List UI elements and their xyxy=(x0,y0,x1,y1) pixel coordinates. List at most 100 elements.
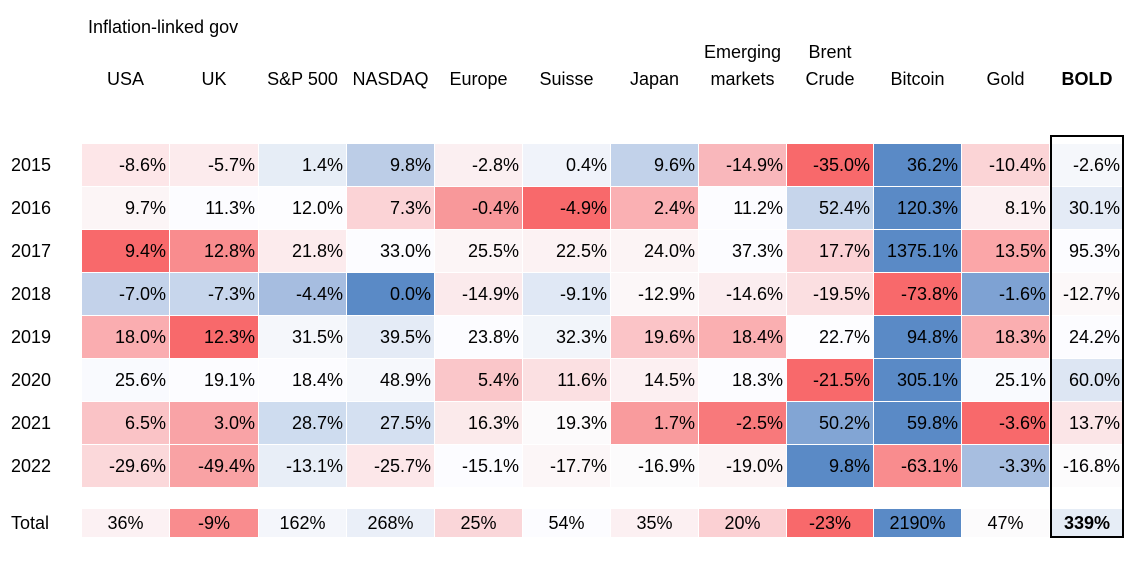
table-cell: 16.3% xyxy=(435,402,522,444)
table-cell: 1.4% xyxy=(259,144,346,186)
table-cell: 23.8% xyxy=(435,316,522,358)
bold-column-highlight-box xyxy=(1050,135,1124,538)
table-cell: 94.8% xyxy=(874,316,961,358)
table-cell: 18.3% xyxy=(962,316,1049,358)
table-cell: -5.7% xyxy=(170,144,258,186)
table-cell: -8.6% xyxy=(82,144,169,186)
table-cell: 19.6% xyxy=(611,316,698,358)
table-cell: 2.4% xyxy=(611,187,698,229)
total-cell: 47% xyxy=(962,509,1049,537)
table-cell: 31.5% xyxy=(259,316,346,358)
table-cell: 9.4% xyxy=(82,230,169,272)
total-cell: 339% xyxy=(1051,509,1123,537)
table-cell: 9.8% xyxy=(787,445,873,487)
table-cell: 22.5% xyxy=(523,230,610,272)
table-cell: -2.6% xyxy=(1051,144,1123,186)
column-header: UK xyxy=(201,69,227,89)
table-cell: 36.2% xyxy=(874,144,961,186)
table-cell: 9.8% xyxy=(347,144,434,186)
table-cell: 3.0% xyxy=(170,402,258,444)
table-cell: 18.4% xyxy=(259,359,346,401)
column-header: Brent Crude xyxy=(805,42,855,89)
row-year-label: 2020 xyxy=(11,370,52,390)
table-cell: 27.5% xyxy=(347,402,434,444)
column-header: NASDAQ xyxy=(352,69,429,89)
table-cell: 6.5% xyxy=(82,402,169,444)
table-cell: 37.3% xyxy=(699,230,786,272)
table-cell: -13.1% xyxy=(259,445,346,487)
table-cell: 13.7% xyxy=(1051,402,1123,444)
table-cell: 25.1% xyxy=(962,359,1049,401)
table-cell: 12.8% xyxy=(170,230,258,272)
table-cell: -4.4% xyxy=(259,273,346,315)
table-cell: -3.3% xyxy=(962,445,1049,487)
total-cell: -23% xyxy=(787,509,873,537)
table-cell: 18.0% xyxy=(82,316,169,358)
total-cell: 54% xyxy=(523,509,610,537)
total-label: Total xyxy=(11,513,50,533)
table-cell: 9.7% xyxy=(82,187,169,229)
table-cell: 32.3% xyxy=(523,316,610,358)
table-cell: -17.7% xyxy=(523,445,610,487)
table-cell: -14.9% xyxy=(435,273,522,315)
table-cell: 18.4% xyxy=(699,316,786,358)
table-cell: -12.9% xyxy=(611,273,698,315)
table-cell: 22.7% xyxy=(787,316,873,358)
table-cell: 19.3% xyxy=(523,402,610,444)
table-cell: 120.3% xyxy=(874,187,961,229)
table-cell: -15.1% xyxy=(435,445,522,487)
table-cell: 52.4% xyxy=(787,187,873,229)
table-cell: -49.4% xyxy=(170,445,258,487)
row-year-label: 2016 xyxy=(11,198,52,218)
table-cell: 305.1% xyxy=(874,359,961,401)
table-cell: 25.6% xyxy=(82,359,169,401)
table-cell: -0.4% xyxy=(435,187,522,229)
table-cell: 12.3% xyxy=(170,316,258,358)
table-cell: -19.0% xyxy=(699,445,786,487)
table-cell: 11.2% xyxy=(699,187,786,229)
table-cell: 0.4% xyxy=(523,144,610,186)
table-cell: -1.6% xyxy=(962,273,1049,315)
column-header: Europe xyxy=(449,69,508,89)
table-cell: 8.1% xyxy=(962,187,1049,229)
total-cell: -9% xyxy=(170,509,258,537)
table-cell: -14.6% xyxy=(699,273,786,315)
table-cell: 9.6% xyxy=(611,144,698,186)
column-header: BOLD xyxy=(1061,69,1113,89)
column-header: USA xyxy=(106,69,144,89)
row-year-label: 2015 xyxy=(11,155,52,175)
table-cell: -25.7% xyxy=(347,445,434,487)
table-cell: -16.8% xyxy=(1051,445,1123,487)
table-cell: -19.5% xyxy=(787,273,873,315)
row-year-label: 2019 xyxy=(11,327,52,347)
table-cell: -3.6% xyxy=(962,402,1049,444)
column-header: Emerging markets xyxy=(703,42,782,89)
table-cell: 48.9% xyxy=(347,359,434,401)
table-cell: 11.3% xyxy=(170,187,258,229)
table-cell: -7.0% xyxy=(82,273,169,315)
table-cell: 7.3% xyxy=(347,187,434,229)
table-cell: 11.6% xyxy=(523,359,610,401)
table-cell: 60.0% xyxy=(1051,359,1123,401)
column-header: Bitcoin xyxy=(890,69,945,89)
table-cell: 39.5% xyxy=(347,316,434,358)
table-cell: -73.8% xyxy=(874,273,961,315)
table-cell: -10.4% xyxy=(962,144,1049,186)
table-cell: -7.3% xyxy=(170,273,258,315)
table-cell: -35.0% xyxy=(787,144,873,186)
table-cell: 33.0% xyxy=(347,230,434,272)
table-cell: 24.0% xyxy=(611,230,698,272)
table-cell: 21.8% xyxy=(259,230,346,272)
row-year-label: 2021 xyxy=(11,413,52,433)
row-year-label: 2022 xyxy=(11,456,52,476)
table-cell: 59.8% xyxy=(874,402,961,444)
table-cell: 30.1% xyxy=(1051,187,1123,229)
table-cell: -16.9% xyxy=(611,445,698,487)
total-cell: 2190% xyxy=(874,509,961,537)
column-header: Suisse xyxy=(539,69,594,89)
table-cell: 17.7% xyxy=(787,230,873,272)
table-cell: -12.7% xyxy=(1051,273,1123,315)
total-cell: 25% xyxy=(435,509,522,537)
table-cell: 19.1% xyxy=(170,359,258,401)
total-cell: 20% xyxy=(699,509,786,537)
